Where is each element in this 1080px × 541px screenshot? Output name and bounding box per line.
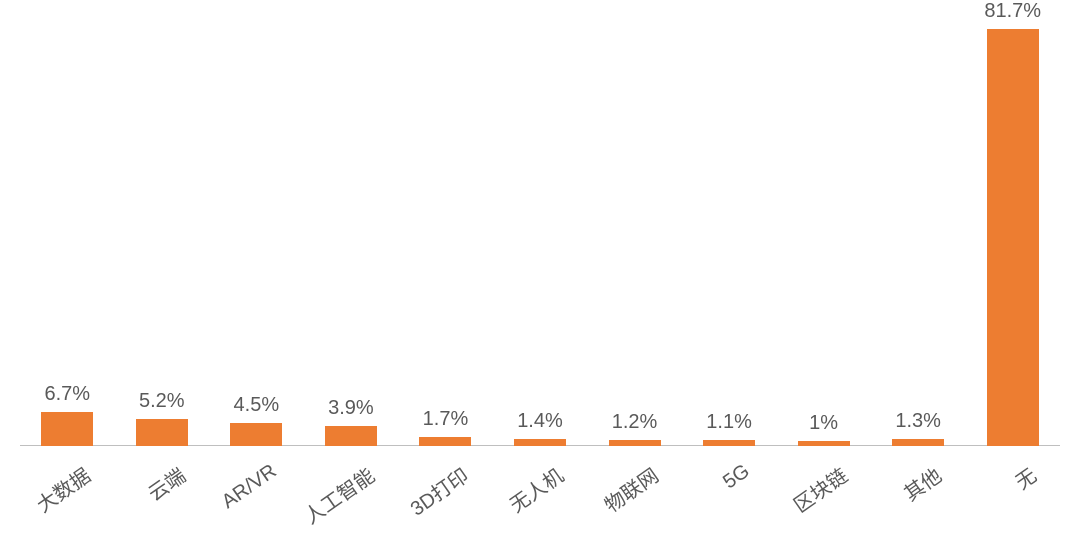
- bar: [987, 29, 1039, 446]
- bar: [136, 419, 188, 446]
- bar-value-label: 6.7%: [20, 383, 115, 406]
- bar-chart: 6.7%5.2%4.5%3.9%1.7%1.4%1.2%1.1%1%1.3%81…: [0, 0, 1080, 541]
- bar-value-label: 1%: [776, 412, 871, 435]
- bar: [230, 423, 282, 446]
- plot-area: 6.7%5.2%4.5%3.9%1.7%1.4%1.2%1.1%1%1.3%81…: [20, 12, 1060, 446]
- bar-value-label: 3.9%: [304, 397, 399, 420]
- bar-slot: 81.7%: [965, 12, 1060, 446]
- bar-value-label: 1.7%: [398, 408, 493, 431]
- bar-value-label: 1.1%: [682, 411, 777, 434]
- bar-slot: 1.1%: [682, 12, 777, 446]
- bar-value-label: 4.5%: [209, 394, 304, 417]
- bar: [514, 439, 566, 446]
- bar: [798, 441, 850, 446]
- bar-slot: 6.7%: [20, 12, 115, 446]
- bar-slot: 1.2%: [587, 12, 682, 446]
- bar: [41, 412, 93, 446]
- bar: [703, 440, 755, 446]
- bar-slot: 3.9%: [304, 12, 399, 446]
- bar-value-label: 1.2%: [587, 411, 682, 434]
- bar-slot: 1.3%: [871, 12, 966, 446]
- bar: [892, 439, 944, 446]
- bar: [325, 426, 377, 446]
- bar-value-label: 5.2%: [115, 390, 210, 413]
- bar-slot: 1%: [776, 12, 871, 446]
- bar-value-label: 1.3%: [871, 410, 966, 433]
- bar: [609, 440, 661, 446]
- bar: [419, 437, 471, 446]
- bar-value-label: 1.4%: [493, 410, 588, 433]
- bar-value-label: 81.7%: [965, 0, 1060, 23]
- bar-slot: 1.7%: [398, 12, 493, 446]
- bar-slot: 1.4%: [493, 12, 588, 446]
- bar-slot: 5.2%: [115, 12, 210, 446]
- bar-slot: 4.5%: [209, 12, 304, 446]
